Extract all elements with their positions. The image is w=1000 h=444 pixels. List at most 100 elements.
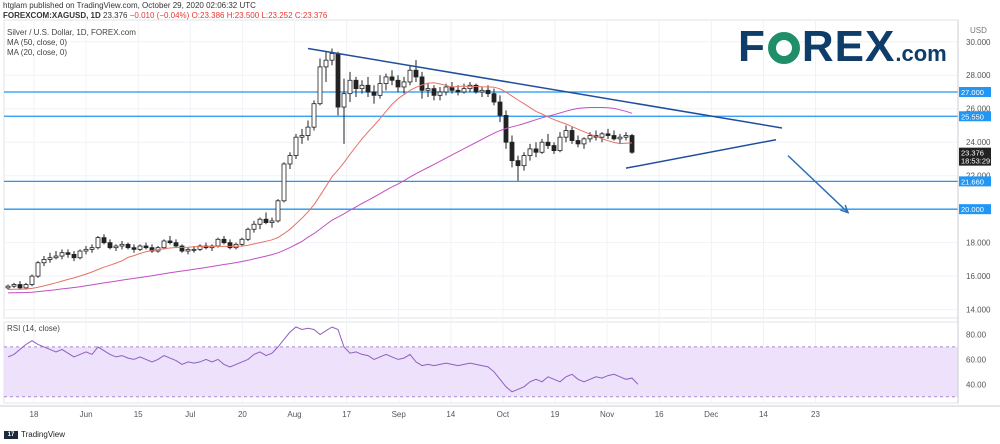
symbol-line: FOREXCOM:XAGUSD, 1D 23.376 −0.010 (−0.04… — [3, 11, 327, 20]
candle-body — [173, 242, 179, 247]
time-tick-label: 23 — [811, 410, 820, 419]
price-tick-label: 26.000 — [966, 105, 991, 114]
candle-body — [317, 66, 323, 105]
candle-body — [305, 126, 311, 136]
price-label-box — [959, 155, 991, 166]
price-tick-label: 22.000 — [966, 172, 991, 181]
price-label-box — [959, 176, 991, 187]
candle-body — [443, 86, 449, 93]
candle-body — [245, 228, 251, 240]
tradingview-footer[interactable]: 17 TradingView — [4, 430, 65, 439]
candle-body — [275, 200, 281, 222]
chart-title: Silver / U.S. Dollar, 1D, FOREX.com — [7, 28, 136, 37]
triangle-upper-trendline — [307, 47, 783, 129]
candle-body — [557, 136, 563, 151]
time-tick-label: Jul — [185, 410, 195, 419]
candle-body — [353, 79, 359, 90]
price-label-box — [959, 111, 991, 122]
time-tick-label: Nov — [600, 410, 614, 419]
candle-body — [119, 243, 125, 247]
logo-text-com: .com — [895, 41, 947, 66]
candle-body — [179, 245, 185, 252]
price-tick-label: 28.000 — [966, 71, 991, 80]
publish-info: htglam published on TradingView.com, Oct… — [3, 1, 256, 10]
candle-body — [407, 69, 413, 83]
ohlc-low: L:23.252 — [261, 11, 293, 20]
candle-body — [569, 130, 575, 141]
candle-body — [413, 69, 419, 78]
time-tick-label: 17 — [342, 410, 351, 419]
candle-body — [299, 135, 305, 138]
price-label: 23.376 — [961, 149, 984, 158]
ohlc-open: O:23.386 — [191, 11, 225, 20]
candle-body — [401, 81, 407, 88]
candle-body — [623, 135, 629, 138]
candle-body — [167, 240, 173, 244]
candle-body — [35, 262, 41, 277]
candle-body — [389, 76, 395, 81]
candle-body — [131, 247, 137, 250]
rsi-line — [7, 326, 639, 393]
candle-body — [29, 275, 35, 285]
candle-body — [371, 91, 377, 96]
candle-body — [581, 138, 587, 145]
price-label-box — [959, 147, 991, 158]
candle-body — [17, 284, 23, 289]
candle-body — [383, 76, 389, 85]
price-label: 27.000 — [961, 88, 984, 97]
candle-body — [215, 238, 221, 247]
time-tick-label: 16 — [655, 410, 664, 419]
rsi-band — [4, 346, 958, 397]
time-tick-label: Aug — [287, 410, 301, 419]
candle-body — [509, 141, 515, 162]
price-tick-label: 14.000 — [966, 306, 991, 315]
candle-body — [395, 79, 401, 88]
time-tick-label: 14 — [446, 410, 455, 419]
rsi-tick-label: 80.00 — [966, 330, 987, 339]
time-tick-label: Sep — [392, 410, 407, 419]
ma20-legend[interactable]: MA (20, close, 0) — [7, 48, 68, 57]
candle-body — [47, 257, 53, 260]
candle-body — [269, 220, 275, 223]
price-tick-label: 16.000 — [966, 272, 991, 281]
candle-body — [77, 250, 83, 259]
candle-body — [293, 136, 299, 157]
candle-body — [149, 247, 155, 252]
candle-body — [71, 253, 77, 259]
candle-body — [527, 148, 533, 157]
candle-body — [491, 93, 497, 103]
logo-text-f: F — [738, 22, 766, 71]
candle-body — [419, 76, 425, 91]
triangle-lower-trendline — [625, 138, 777, 169]
projection-arrow-head — [840, 204, 850, 214]
time-tick-label: 19 — [551, 410, 560, 419]
candle-body — [551, 145, 557, 151]
rsi-legend[interactable]: RSI (14, close) — [7, 324, 60, 333]
candle-body — [455, 89, 461, 93]
candle-body — [479, 89, 485, 93]
candle-body — [281, 163, 287, 202]
logo-o-icon — [767, 32, 800, 64]
ma50-legend[interactable]: MA (50, close, 0) — [7, 38, 68, 47]
candle-body — [287, 155, 293, 165]
candle-body — [263, 218, 269, 223]
candle-body — [335, 53, 341, 108]
candle-body — [137, 245, 143, 250]
candle-body — [341, 93, 347, 108]
candle-body — [533, 148, 539, 153]
candle-body — [545, 141, 551, 146]
triangle-annotation — [307, 47, 850, 214]
time-tick-label: 15 — [134, 410, 143, 419]
candle-body — [113, 245, 119, 249]
candle-body — [185, 248, 191, 252]
price-label: 25.550 — [961, 112, 984, 121]
ma50-line — [7, 107, 633, 294]
candle-body — [125, 243, 131, 249]
candle-body — [59, 252, 65, 257]
candle-body — [41, 259, 47, 264]
candle-body — [257, 218, 263, 225]
grid — [3, 19, 959, 404]
candle-body — [563, 130, 569, 138]
candle-body — [83, 248, 89, 252]
